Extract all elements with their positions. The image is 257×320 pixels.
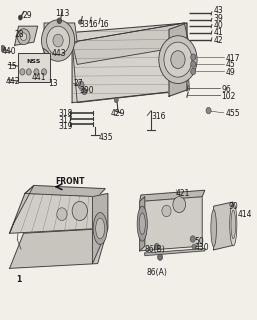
Circle shape xyxy=(57,18,62,24)
Text: 33: 33 xyxy=(80,20,89,29)
Circle shape xyxy=(34,69,39,75)
Polygon shape xyxy=(72,23,189,103)
Circle shape xyxy=(171,51,185,68)
Text: 435: 435 xyxy=(99,133,114,142)
Ellipse shape xyxy=(231,210,236,239)
FancyBboxPatch shape xyxy=(18,53,50,82)
Circle shape xyxy=(41,20,75,61)
Polygon shape xyxy=(25,186,105,197)
Circle shape xyxy=(57,208,67,220)
Circle shape xyxy=(159,36,197,84)
Text: 42: 42 xyxy=(214,36,223,45)
Text: 316: 316 xyxy=(151,113,166,122)
Circle shape xyxy=(26,69,31,75)
Ellipse shape xyxy=(93,212,107,244)
Text: 421: 421 xyxy=(176,189,190,198)
Text: 49: 49 xyxy=(225,68,235,77)
Text: 390: 390 xyxy=(80,86,94,95)
Polygon shape xyxy=(10,186,34,233)
Circle shape xyxy=(154,244,159,250)
Circle shape xyxy=(191,61,196,67)
Circle shape xyxy=(192,244,196,249)
Text: 317: 317 xyxy=(58,116,72,125)
Ellipse shape xyxy=(137,206,147,241)
Ellipse shape xyxy=(139,213,145,235)
Text: 43: 43 xyxy=(214,6,223,15)
Circle shape xyxy=(173,197,186,212)
Text: 86(A): 86(A) xyxy=(146,268,167,277)
Text: 50: 50 xyxy=(195,237,204,246)
Polygon shape xyxy=(93,194,108,264)
Text: 41: 41 xyxy=(214,28,223,37)
Text: 16: 16 xyxy=(89,20,98,29)
Circle shape xyxy=(20,69,25,75)
Text: 442: 442 xyxy=(6,77,20,86)
Text: 27: 27 xyxy=(74,79,83,88)
Polygon shape xyxy=(145,249,205,256)
Text: 15: 15 xyxy=(7,61,17,70)
Circle shape xyxy=(41,69,47,75)
Text: 96: 96 xyxy=(221,85,231,94)
Polygon shape xyxy=(44,23,77,58)
Text: 40: 40 xyxy=(214,21,223,30)
Text: 28: 28 xyxy=(15,30,24,39)
Circle shape xyxy=(190,236,195,242)
Text: 29: 29 xyxy=(22,11,32,20)
Polygon shape xyxy=(10,194,98,233)
Circle shape xyxy=(18,15,22,20)
Text: 13: 13 xyxy=(48,79,58,88)
Polygon shape xyxy=(15,26,38,45)
Circle shape xyxy=(191,68,196,75)
Text: 455: 455 xyxy=(225,109,240,118)
Circle shape xyxy=(206,108,211,114)
Circle shape xyxy=(53,34,63,47)
Circle shape xyxy=(158,254,163,260)
Polygon shape xyxy=(72,23,189,64)
Text: 443: 443 xyxy=(52,49,66,58)
Text: 440: 440 xyxy=(2,47,17,56)
Text: 414: 414 xyxy=(238,210,252,219)
Text: 45: 45 xyxy=(225,60,235,69)
Polygon shape xyxy=(140,190,205,201)
Text: NSS: NSS xyxy=(27,59,41,64)
Text: 441: 441 xyxy=(31,73,46,82)
Circle shape xyxy=(47,26,70,55)
Polygon shape xyxy=(214,202,233,250)
Text: 1: 1 xyxy=(16,275,21,284)
Circle shape xyxy=(78,20,82,24)
Circle shape xyxy=(191,54,196,60)
Circle shape xyxy=(17,29,30,45)
Circle shape xyxy=(162,205,171,217)
Polygon shape xyxy=(72,23,187,103)
Text: 102: 102 xyxy=(221,92,236,101)
Text: 90: 90 xyxy=(229,202,239,211)
Text: 430: 430 xyxy=(195,243,209,252)
Circle shape xyxy=(0,45,5,52)
Ellipse shape xyxy=(211,210,216,246)
Text: 39: 39 xyxy=(214,14,223,23)
Text: 113: 113 xyxy=(56,9,70,18)
Circle shape xyxy=(82,88,87,95)
Text: 319: 319 xyxy=(58,122,72,131)
Polygon shape xyxy=(140,197,145,251)
Circle shape xyxy=(164,42,192,77)
Ellipse shape xyxy=(230,203,237,246)
Polygon shape xyxy=(140,197,202,251)
Text: 86(B): 86(B) xyxy=(145,245,166,254)
Ellipse shape xyxy=(96,218,105,239)
Text: 417: 417 xyxy=(225,53,240,62)
Text: 318: 318 xyxy=(58,109,72,118)
Text: FRONT: FRONT xyxy=(56,177,85,186)
Polygon shape xyxy=(10,228,108,268)
Circle shape xyxy=(72,201,87,220)
Text: 429: 429 xyxy=(110,109,125,118)
Circle shape xyxy=(21,33,27,41)
Polygon shape xyxy=(169,23,187,96)
Circle shape xyxy=(78,81,84,89)
Circle shape xyxy=(114,98,118,103)
Text: 16: 16 xyxy=(99,20,108,29)
